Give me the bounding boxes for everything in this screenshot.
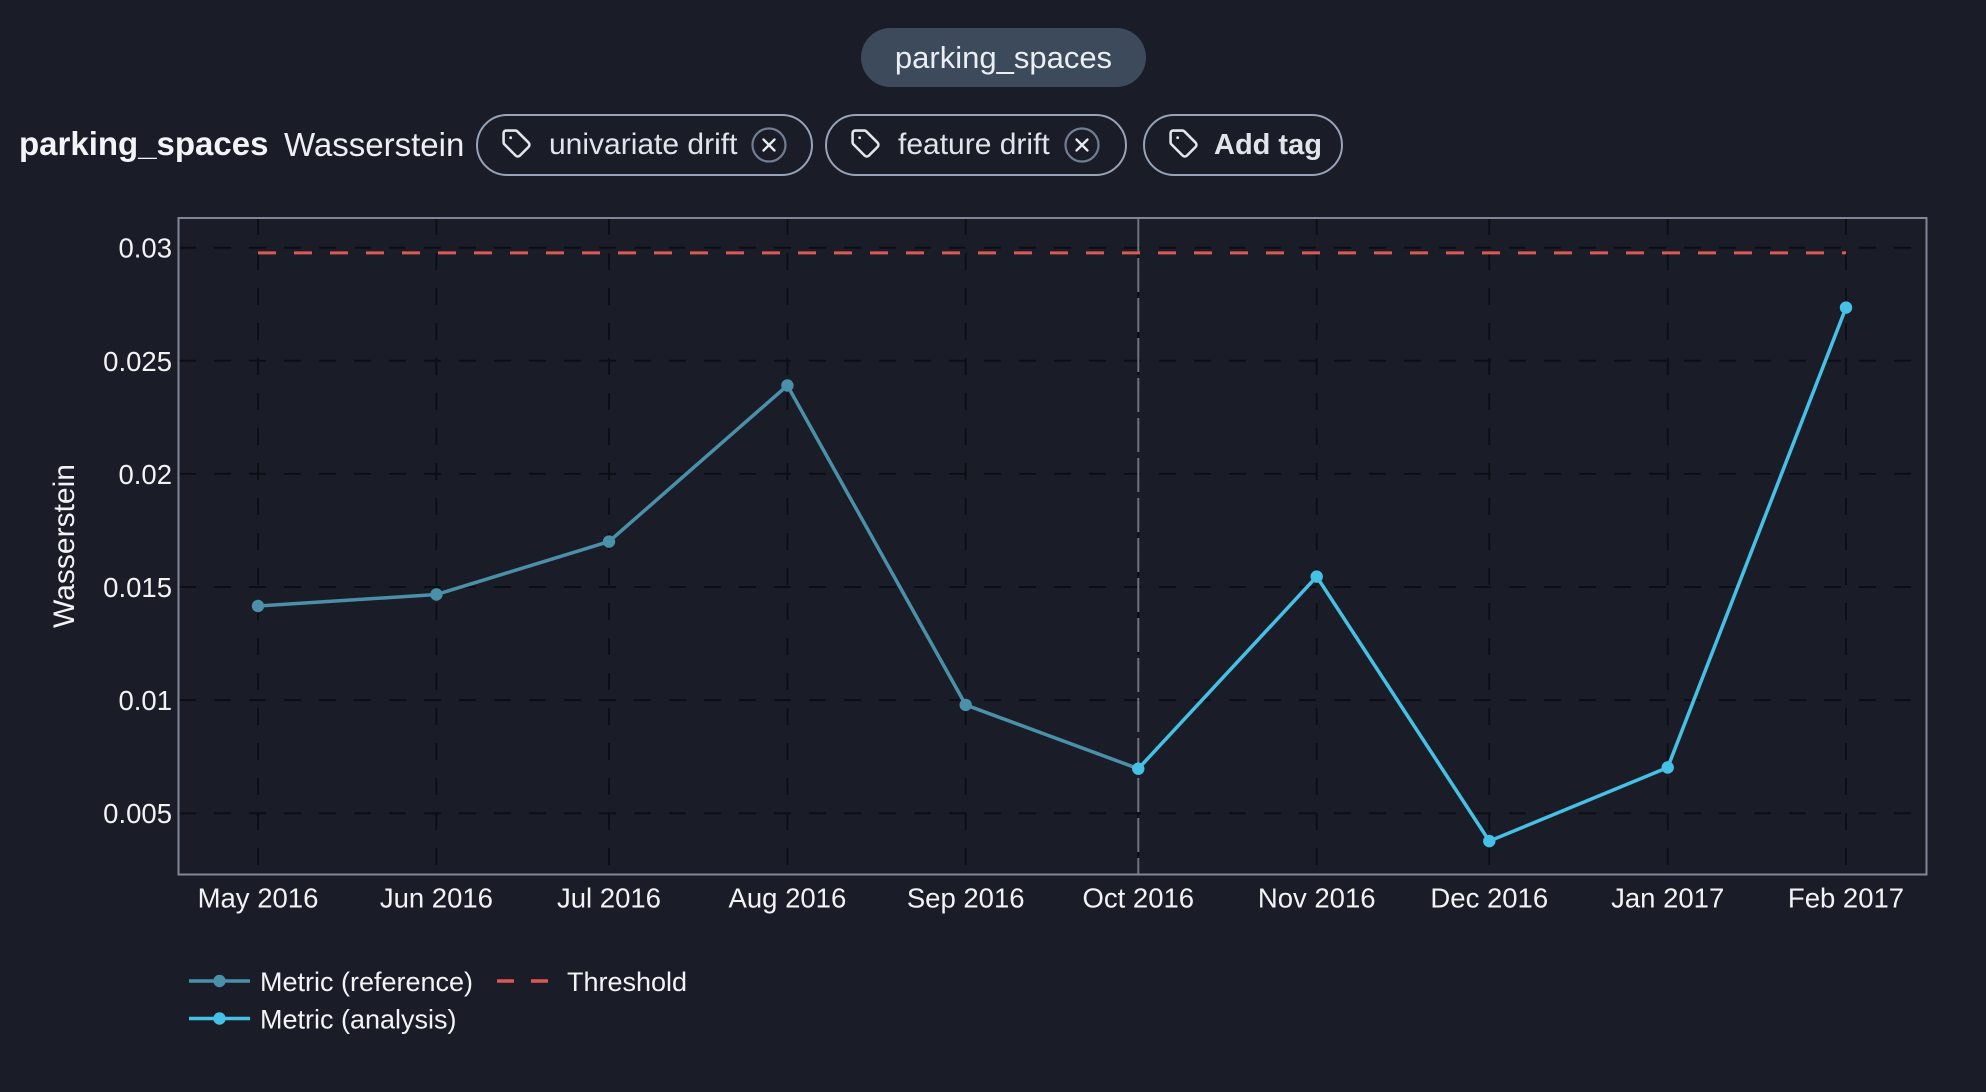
svg-text:Jul 2016: Jul 2016 [557, 883, 661, 914]
svg-text:Jan 2017: Jan 2017 [1611, 883, 1724, 914]
svg-text:Sep 2016: Sep 2016 [907, 883, 1025, 914]
svg-text:Jun 2016: Jun 2016 [380, 883, 493, 914]
svg-text:0.015: 0.015 [103, 572, 172, 603]
svg-text:Wasserstein: Wasserstein [48, 464, 81, 628]
svg-text:Aug 2016: Aug 2016 [729, 883, 847, 914]
svg-text:0.005: 0.005 [103, 798, 172, 829]
svg-text:Oct 2016: Oct 2016 [1082, 883, 1194, 914]
svg-text:0.01: 0.01 [118, 685, 172, 716]
svg-text:Metric (analysis): Metric (analysis) [260, 1005, 457, 1035]
svg-text:0.03: 0.03 [118, 233, 172, 264]
svg-text:0.025: 0.025 [103, 346, 172, 377]
svg-text:Threshold: Threshold [567, 967, 687, 997]
svg-text:May 2016: May 2016 [198, 883, 319, 914]
svg-text:Metric (reference): Metric (reference) [260, 967, 473, 997]
svg-text:Dec 2016: Dec 2016 [1430, 883, 1548, 914]
svg-text:0.02: 0.02 [118, 459, 172, 490]
svg-text:Feb 2017: Feb 2017 [1788, 883, 1904, 914]
svg-text:Nov 2016: Nov 2016 [1258, 883, 1376, 914]
